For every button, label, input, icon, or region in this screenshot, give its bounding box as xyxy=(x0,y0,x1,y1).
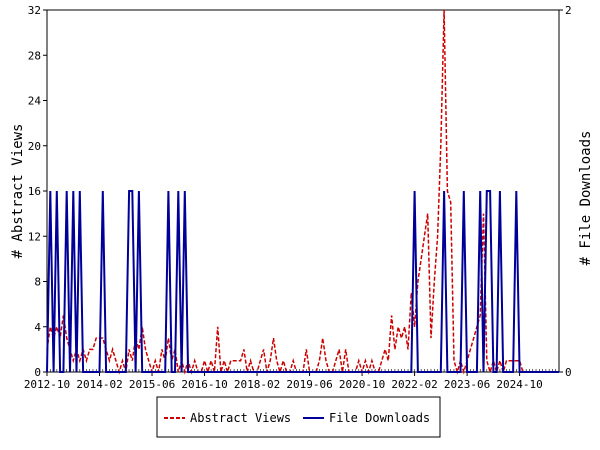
left-y-tick-label: 0 xyxy=(34,366,41,379)
left-y-tick-label: 28 xyxy=(28,49,41,62)
x-tick-label: 2019-06 xyxy=(286,378,332,391)
left-y-tick-label: 12 xyxy=(28,230,41,243)
right-y-tick-label: 2 xyxy=(565,4,572,17)
right-y-axis-title: # File Downloads xyxy=(578,131,594,266)
x-tick-label: 2014-02 xyxy=(76,378,122,391)
left-y-axis: 0 4 8 12 16 20 24 28 32 xyxy=(28,4,47,379)
legend-label-file-downloads: File Downloads xyxy=(329,411,430,425)
legend-box xyxy=(156,396,441,438)
legend: Abstract Views File Downloads xyxy=(156,396,441,438)
left-y-tick-label: 20 xyxy=(28,140,41,153)
left-y-tick-label: 32 xyxy=(28,4,41,17)
x-tick-label: 2024-10 xyxy=(496,378,542,391)
x-tick-label: 2012-10 xyxy=(24,378,70,391)
legend-label-abstract-views: Abstract Views xyxy=(190,411,291,425)
series-line-file-downloads xyxy=(46,190,559,373)
series-layer xyxy=(46,9,559,375)
x-tick-label: 2015-06 xyxy=(129,378,175,391)
left-y-axis-title: # Abstract Views xyxy=(10,124,26,259)
left-y-tick-label: 16 xyxy=(28,185,41,198)
x-tick-label: 2020-10 xyxy=(339,378,385,391)
x-tick-label: 2018-02 xyxy=(234,378,280,391)
x-tick-label: 2016-10 xyxy=(181,378,227,391)
left-y-tick-label: 24 xyxy=(28,95,42,108)
x-axis: 2012-10 2014-02 2015-06 2016-10 2018-02 2019-… xyxy=(24,369,560,391)
left-y-tick-label: 4 xyxy=(34,321,41,334)
right-y-tick-label: 0 xyxy=(565,366,572,379)
left-y-tick-label: 8 xyxy=(34,276,41,289)
right-y-axis: 02 xyxy=(559,4,572,379)
x-tick-label: 2022-02 xyxy=(391,378,437,391)
x-tick-label: 2023-06 xyxy=(444,378,490,391)
